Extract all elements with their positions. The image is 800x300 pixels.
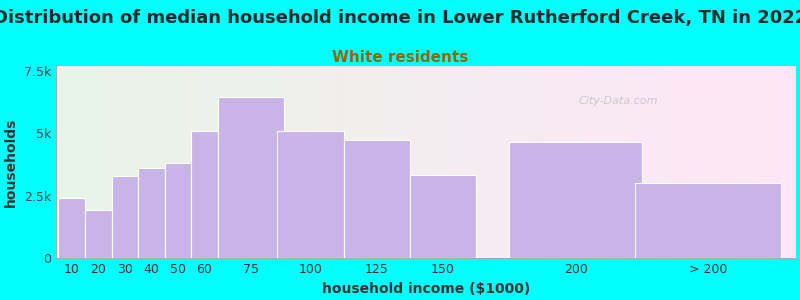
Bar — [635, 183, 782, 258]
Bar — [278, 131, 344, 258]
Text: Distribution of median household income in Lower Rutherford Creek, TN in 2022: Distribution of median household income … — [0, 9, 800, 27]
Bar — [344, 140, 410, 258]
X-axis label: household income ($1000): household income ($1000) — [322, 282, 530, 296]
Y-axis label: households: households — [4, 118, 18, 207]
Bar — [111, 176, 138, 258]
Bar — [165, 164, 191, 258]
Bar — [191, 131, 218, 258]
Bar — [218, 97, 284, 258]
Bar — [138, 169, 165, 258]
Text: White residents: White residents — [332, 50, 468, 64]
Bar — [58, 198, 85, 258]
Bar — [510, 142, 642, 258]
Bar — [410, 175, 476, 258]
Bar — [85, 210, 111, 258]
Text: City-Data.com: City-Data.com — [578, 96, 658, 106]
